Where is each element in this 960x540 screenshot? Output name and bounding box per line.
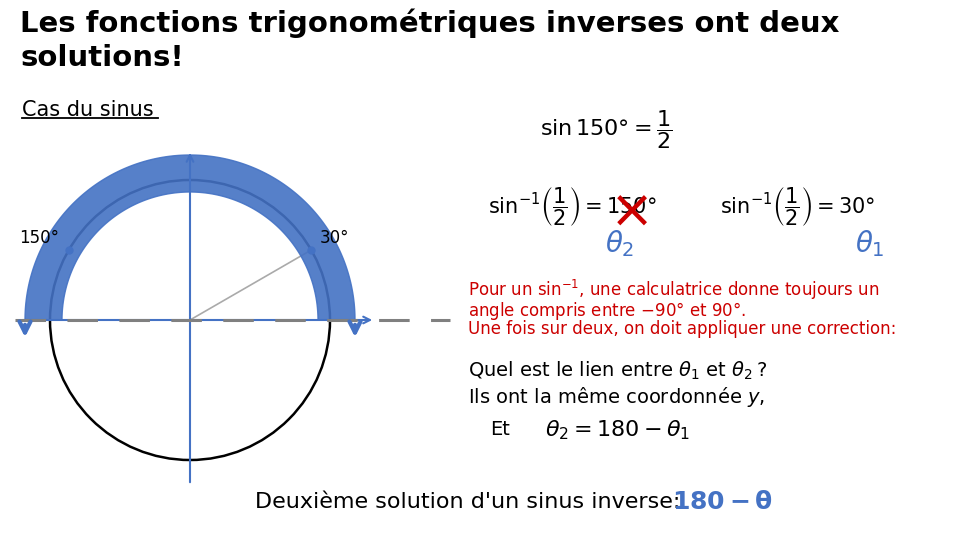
Text: Pour un $\mathrm{sin}^{-1}$, une calculatrice donne toujours un: Pour un $\mathrm{sin}^{-1}$, une calcula… [468, 278, 879, 302]
Text: Deuxième solution d'un sinus inverse:: Deuxième solution d'un sinus inverse: [255, 492, 681, 512]
Text: 30°: 30° [320, 229, 348, 247]
Text: $\times$: $\times$ [609, 185, 647, 237]
Text: Les fonctions trigonométriques inverses ont deux: Les fonctions trigonométriques inverses … [20, 8, 839, 37]
Text: Et: Et [490, 420, 510, 439]
Text: Une fois sur deux, on doit appliquer une correction:: Une fois sur deux, on doit appliquer une… [468, 320, 897, 338]
Text: $\theta_1$: $\theta_1$ [855, 228, 885, 259]
Text: angle compris entre $-90°$ et $90°$.: angle compris entre $-90°$ et $90°$. [468, 300, 746, 322]
Text: $\theta_2 = 180 - \theta_1$: $\theta_2 = 180 - \theta_1$ [545, 418, 690, 442]
Text: Ils ont la même coordonnée $y$,: Ils ont la même coordonnée $y$, [468, 385, 765, 409]
Text: $\mathbf{180 - \theta}$: $\mathbf{180 - \theta}$ [672, 490, 773, 514]
Text: $\sin^{-1}\!\left(\dfrac{1}{2}\right) = 150°$: $\sin^{-1}\!\left(\dfrac{1}{2}\right) = … [488, 185, 657, 228]
Text: 150°: 150° [19, 229, 59, 247]
Text: $\sin^{-1}\!\left(\dfrac{1}{2}\right) = 30°$: $\sin^{-1}\!\left(\dfrac{1}{2}\right) = … [720, 185, 876, 228]
Text: Cas du sinus: Cas du sinus [22, 100, 154, 120]
Polygon shape [25, 155, 355, 320]
Text: solutions!: solutions! [20, 44, 183, 72]
Text: Quel est le lien entre $\theta_1$ et $\theta_2\,$?: Quel est le lien entre $\theta_1$ et $\t… [468, 360, 767, 382]
Text: $\sin 150° = \dfrac{1}{2}$: $\sin 150° = \dfrac{1}{2}$ [540, 108, 673, 151]
Text: $\theta_2$: $\theta_2$ [606, 228, 635, 259]
